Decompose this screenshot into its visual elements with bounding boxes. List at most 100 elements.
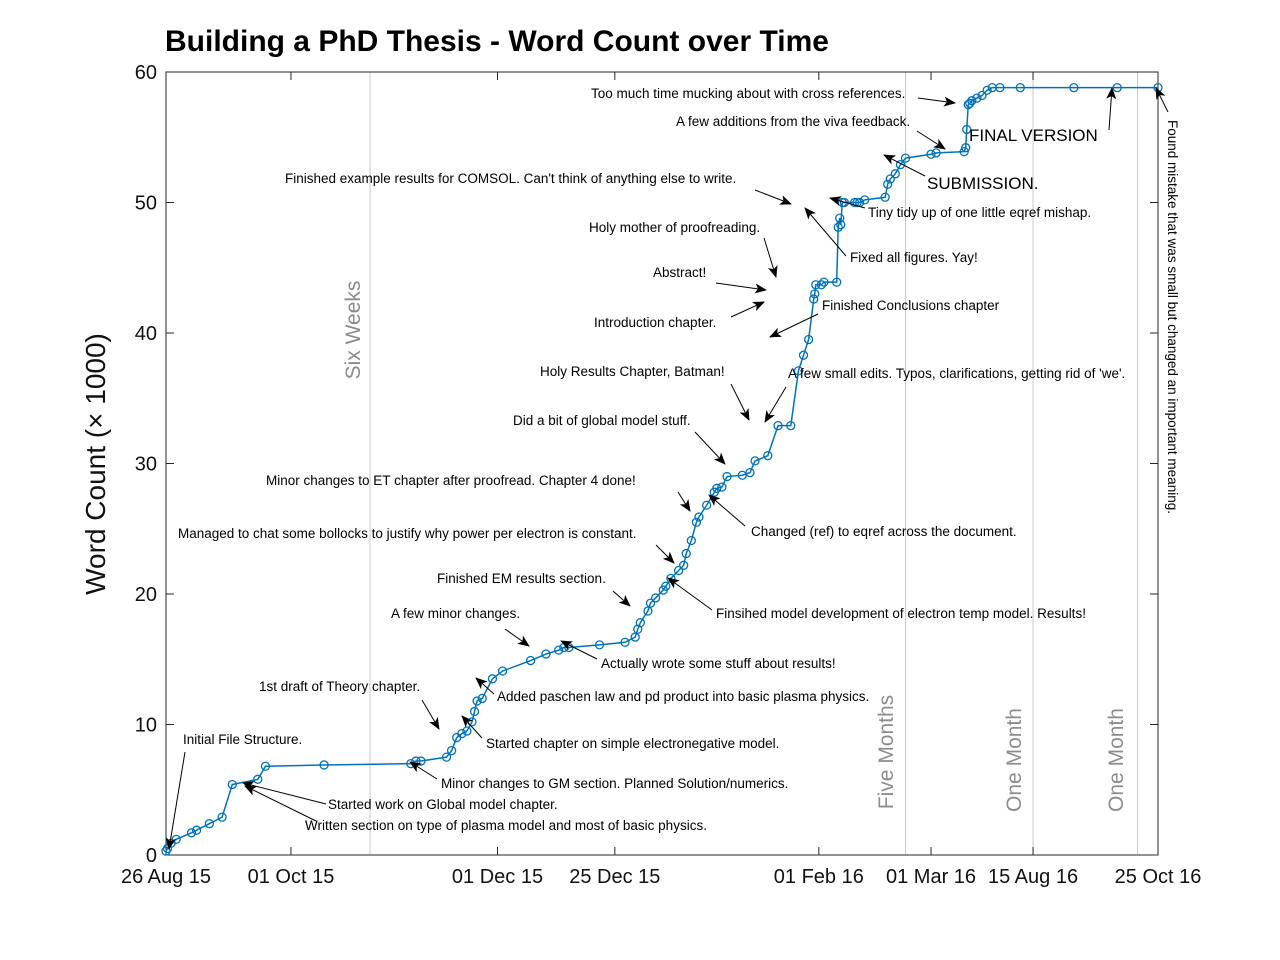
period-label: Five Months [875, 695, 898, 809]
data-point [217, 812, 227, 822]
annotation-label: Finished example results for COMSOL. Can… [285, 171, 736, 186]
annotation-arrow [655, 544, 675, 564]
y-tick-label: 30 [135, 454, 157, 476]
annotation-label: Holy Results Chapter, Batman! [540, 364, 725, 379]
data-point [849, 197, 860, 208]
annotation-arrow [730, 301, 765, 318]
data-point [691, 517, 702, 527]
data-point [786, 421, 796, 431]
data-point [965, 98, 975, 108]
data-point [681, 548, 691, 559]
data-point [594, 640, 605, 650]
data-point [635, 618, 645, 628]
annotation-arrow [764, 386, 787, 423]
period-label: Six Weeks [342, 281, 365, 380]
data-point [900, 153, 911, 163]
data-point [819, 277, 829, 287]
annotation-arrow [421, 699, 440, 730]
annotation-arrow [475, 677, 495, 695]
annotation-label: Actually wrote some stuff about results! [601, 656, 836, 671]
x-tick-label: 25 Oct 16 [1115, 866, 1202, 888]
annotation-arrow [694, 431, 726, 465]
data-point [472, 696, 482, 706]
x-tick-label: 01 Oct 15 [248, 866, 335, 888]
annotation-arrow [461, 715, 483, 739]
data-point [967, 96, 977, 106]
annotation-arrow [804, 207, 847, 257]
y-tick-label: 0 [146, 845, 157, 867]
annotation-arrow [769, 313, 819, 338]
annotation-label: Tiny tidy up of one little eqref mishap. [868, 205, 1091, 220]
annotation-label: Written section on type of plasma model … [305, 818, 707, 833]
annotation-label: Fixed all figures. Yay! [850, 250, 978, 265]
annotation-label: Introduction chapter. [594, 315, 716, 330]
data-point [798, 350, 809, 360]
data-point [457, 728, 467, 739]
y-axis: 0 10 20 30 40 50 60 [135, 62, 1158, 867]
data-point [679, 560, 689, 570]
annotation-label: 1st draft of Theory chapter. [259, 679, 420, 694]
period-label: One Month [1003, 708, 1026, 812]
data-point [650, 593, 661, 603]
series-layer [161, 83, 1163, 856]
annotation-arrow [409, 761, 438, 780]
data-point [860, 195, 870, 205]
annotation-label: Added paschen law and pd product into ba… [497, 689, 869, 704]
annotation-label: Abstract! [653, 265, 706, 280]
data-point [961, 143, 971, 153]
data-point [890, 169, 900, 179]
annotation-label: Too much time mucking about with cross r… [591, 86, 905, 101]
data-point [773, 421, 783, 431]
data-point [645, 598, 656, 608]
data-point [620, 637, 630, 647]
data-point [816, 280, 827, 290]
annotation-label: Started work on Global model chapter. [328, 797, 558, 812]
data-point [982, 85, 992, 95]
annotation-label: Did a bit of global model stuff. [513, 413, 691, 428]
annotation-arrow [715, 282, 767, 294]
data-point [995, 83, 1005, 93]
data-point [717, 482, 727, 492]
period-labels: Six Weeks Five Months One Month One Month [342, 281, 1128, 812]
x-axis: 26 Aug 15 01 Oct 15 01 Dec 15 25 Dec 15 01 F… [121, 72, 1201, 888]
period-lines [369, 72, 1139, 855]
y-axis-label: Word Count (× 1000) [80, 333, 111, 595]
data-point [885, 174, 895, 184]
x-tick-label: 26 Aug 15 [121, 866, 211, 888]
annotation-arrow [883, 154, 926, 177]
data-point [926, 149, 936, 159]
data-point [204, 819, 215, 829]
annotation-label: Started chapter on simple electronegativ… [486, 736, 779, 751]
data-point [477, 693, 487, 704]
annotation-label: Finished Conclusions chapter [822, 298, 1000, 313]
annotation-label: FINAL VERSION [969, 126, 1098, 145]
data-point [260, 761, 271, 771]
data-point [895, 160, 906, 170]
data-point [977, 90, 987, 101]
data-point [227, 779, 237, 790]
data-point [497, 666, 508, 676]
data-point [1069, 83, 1079, 93]
annotation-arrow [667, 577, 713, 611]
annotation-label: Changed (ref) to eqref across the docume… [751, 524, 1017, 539]
data-point [811, 280, 821, 290]
annotation-arrow [916, 130, 946, 150]
annotation-arrow [730, 383, 750, 421]
annotation-arrow [1155, 87, 1169, 113]
annotation-arrow [763, 237, 778, 278]
annotation-label: Finished EM results section. [437, 571, 606, 586]
annotation-label: Minor changes to ET chapter after proofr… [266, 473, 636, 488]
data-point [694, 512, 704, 522]
data-point [809, 294, 819, 304]
data-point [962, 124, 972, 135]
x-tick-label: 25 Dec 15 [569, 866, 660, 888]
annotation-arrow [754, 189, 792, 205]
data-point [1015, 83, 1025, 93]
plot-area [166, 72, 1158, 855]
annotation-label: Finsihed model development of electron t… [716, 606, 1086, 621]
data-point [712, 483, 722, 493]
data-point [836, 220, 846, 230]
annotation-label: Holy mother of proofreading. [589, 220, 760, 235]
data-point [810, 289, 820, 299]
